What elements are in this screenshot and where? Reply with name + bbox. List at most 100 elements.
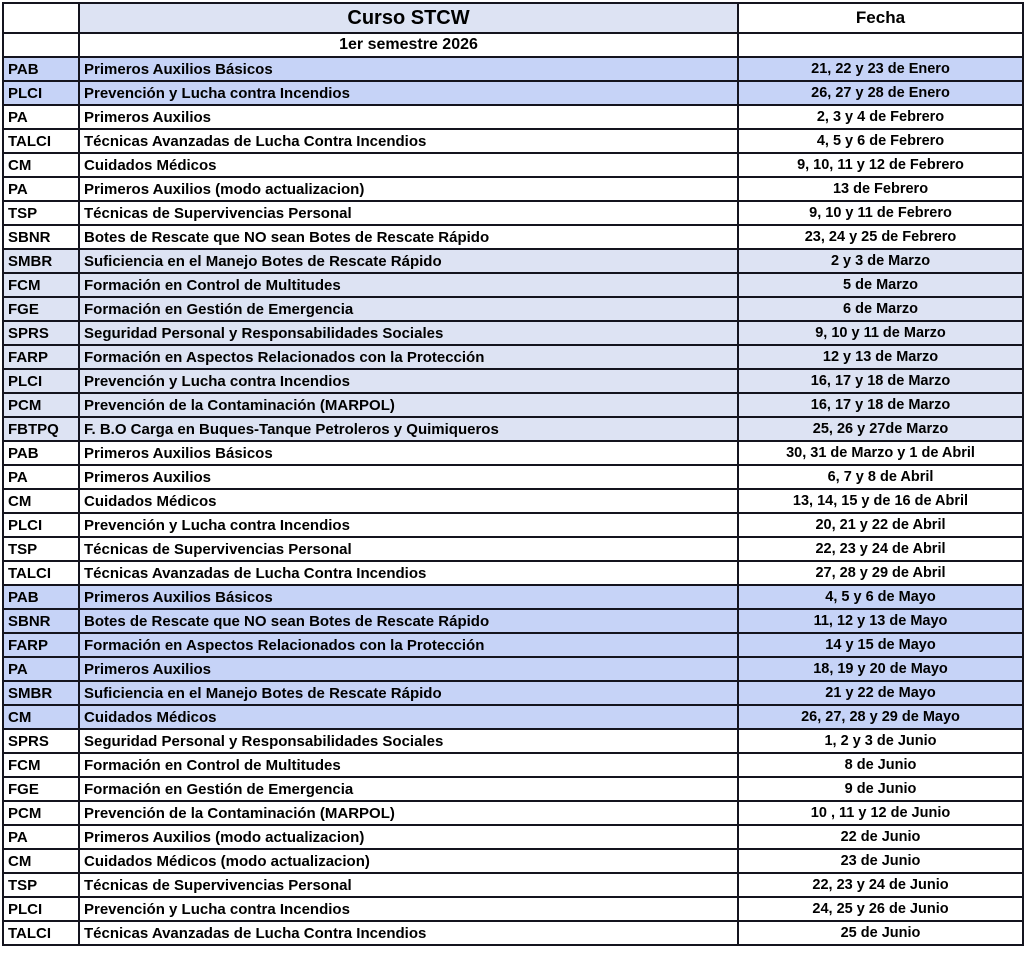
course-date-cell: 26, 27 y 28 de Enero xyxy=(737,80,1024,106)
course-code-cell: FBTPQ xyxy=(2,416,80,442)
course-code-cell: PAB xyxy=(2,440,80,466)
course-name-cell: Botes de Rescate que NO sean Botes de Re… xyxy=(78,224,739,250)
course-date-cell: 9, 10 y 11 de Marzo xyxy=(737,320,1024,346)
course-date-cell: 16, 17 y 18 de Marzo xyxy=(737,392,1024,418)
course-name-cell: Botes de Rescate que NO sean Botes de Re… xyxy=(78,608,739,634)
course-name-cell: Formación en Gestión de Emergencia xyxy=(78,296,739,322)
table-row: CM Cuidados Médicos 13, 14, 15 y de 16 d… xyxy=(2,488,1024,514)
course-code-cell: PLCI xyxy=(2,512,80,538)
course-code-cell: TSP xyxy=(2,872,80,898)
course-date-cell: 9 de Junio xyxy=(737,776,1024,802)
course-code-cell: SPRS xyxy=(2,728,80,754)
course-name-cell: Primeros Auxilios Básicos xyxy=(78,56,739,82)
course-code-cell: TALCI xyxy=(2,128,80,154)
course-code-cell: PCM xyxy=(2,800,80,826)
table-row: CM Cuidados Médicos (modo actualizacion)… xyxy=(2,848,1024,874)
course-name-cell: Técnicas Avanzadas de Lucha Contra Incen… xyxy=(78,920,739,946)
course-code-cell: FCM xyxy=(2,752,80,778)
course-name-cell: Primeros Auxilios Básicos xyxy=(78,584,739,610)
course-code-cell: FGE xyxy=(2,776,80,802)
course-date-cell: 4, 5 y 6 de Febrero xyxy=(737,128,1024,154)
course-name-cell: Cuidados Médicos (modo actualizacion) xyxy=(78,848,739,874)
course-code-cell: FCM xyxy=(2,272,80,298)
header-row: Curso STCW Fecha xyxy=(2,2,1024,34)
table-row: FARP Formación en Aspectos Relacionados … xyxy=(2,344,1024,370)
course-date-cell: 5 de Marzo xyxy=(737,272,1024,298)
course-name-cell: Suficiencia en el Manejo Botes de Rescat… xyxy=(78,680,739,706)
table-row: SPRS Seguridad Personal y Responsabilida… xyxy=(2,320,1024,346)
table-row: SBNR Botes de Rescate que NO sean Botes … xyxy=(2,608,1024,634)
table-row: SMBR Suficiencia en el Manejo Botes de R… xyxy=(2,248,1024,274)
table-row: PCM Prevención de la Contaminación (MARP… xyxy=(2,800,1024,826)
table-row: TSP Técnicas de Supervivencias Personal … xyxy=(2,872,1024,898)
course-date-cell: 24, 25 y 26 de Junio xyxy=(737,896,1024,922)
course-name-cell: Primeros Auxilios (modo actualizacion) xyxy=(78,176,739,202)
table-row: PA Primeros Auxilios (modo actualizacion… xyxy=(2,824,1024,850)
course-name-cell: Prevención y Lucha contra Incendios xyxy=(78,368,739,394)
course-name-cell: Técnicas de Supervivencias Personal xyxy=(78,536,739,562)
course-name-cell: Formación en Aspectos Relacionados con l… xyxy=(78,632,739,658)
course-date-cell: 10 , 11 y 12 de Junio xyxy=(737,800,1024,826)
table-row: CM Cuidados Médicos 26, 27, 28 y 29 de M… xyxy=(2,704,1024,730)
table-row: TALCI Técnicas Avanzadas de Lucha Contra… xyxy=(2,128,1024,154)
course-name-cell: Seguridad Personal y Responsabilidades S… xyxy=(78,728,739,754)
table-row: PAB Primeros Auxilios Básicos 4, 5 y 6 d… xyxy=(2,584,1024,610)
course-date-cell: 25 de Junio xyxy=(737,920,1024,946)
course-date-cell: 16, 17 y 18 de Marzo xyxy=(737,368,1024,394)
course-date-cell: 14 y 15 de Mayo xyxy=(737,632,1024,658)
course-date-cell: 12 y 13 de Marzo xyxy=(737,344,1024,370)
course-date-cell: 30, 31 de Marzo y 1 de Abril xyxy=(737,440,1024,466)
course-name-cell: Formación en Control de Multitudes xyxy=(78,752,739,778)
course-name-cell: Formación en Aspectos Relacionados con l… xyxy=(78,344,739,370)
course-date-cell: 13 de Febrero xyxy=(737,176,1024,202)
course-code-cell: SMBR xyxy=(2,248,80,274)
semester-row: 1er semestre 2026 xyxy=(2,32,1024,58)
course-code-cell: SBNR xyxy=(2,608,80,634)
course-code-cell: PA xyxy=(2,656,80,682)
course-code-cell: FGE xyxy=(2,296,80,322)
course-code-cell: CM xyxy=(2,848,80,874)
table-row: FCM Formación en Control de Multitudes 8… xyxy=(2,752,1024,778)
course-name-cell: Primeros Auxilios xyxy=(78,104,739,130)
table-row: SBNR Botes de Rescate que NO sean Botes … xyxy=(2,224,1024,250)
course-code-cell: TALCI xyxy=(2,560,80,586)
table-row: PA Primeros Auxilios 18, 19 y 20 de Mayo xyxy=(2,656,1024,682)
course-name-cell: Formación en Control de Multitudes xyxy=(78,272,739,298)
table-row: PA Primeros Auxilios 6, 7 y 8 de Abril xyxy=(2,464,1024,490)
table-row: TALCI Técnicas Avanzadas de Lucha Contra… xyxy=(2,920,1024,946)
course-date-cell: 9, 10, 11 y 12 de Febrero xyxy=(737,152,1024,178)
course-code-cell: PA xyxy=(2,104,80,130)
table-row: TALCI Técnicas Avanzadas de Lucha Contra… xyxy=(2,560,1024,586)
table-row: PLCI Prevención y Lucha contra Incendios… xyxy=(2,80,1024,106)
course-date-cell: 6, 7 y 8 de Abril xyxy=(737,464,1024,490)
course-date-cell: 25, 26 y 27de Marzo xyxy=(737,416,1024,442)
course-date-cell: 9, 10 y 11 de Febrero xyxy=(737,200,1024,226)
table-row: PLCI Prevención y Lucha contra Incendios… xyxy=(2,896,1024,922)
course-code-cell: CM xyxy=(2,488,80,514)
course-code-cell: FARP xyxy=(2,632,80,658)
course-name-cell: Cuidados Médicos xyxy=(78,704,739,730)
table-row: TSP Técnicas de Supervivencias Personal … xyxy=(2,536,1024,562)
table-row: FGE Formación en Gestión de Emergencia 9… xyxy=(2,776,1024,802)
course-name-cell: Prevención y Lucha contra Incendios xyxy=(78,512,739,538)
semester-label: 1er semestre 2026 xyxy=(78,32,739,58)
course-code-cell: PLCI xyxy=(2,368,80,394)
course-name-cell: Prevención y Lucha contra Incendios xyxy=(78,80,739,106)
course-code-cell: PLCI xyxy=(2,80,80,106)
course-date-cell: 21 y 22 de Mayo xyxy=(737,680,1024,706)
course-table-body: PAB Primeros Auxilios Básicos 21, 22 y 2… xyxy=(2,56,1024,946)
course-date-cell: 20, 21 y 22 de Abril xyxy=(737,512,1024,538)
course-column-header: Curso STCW xyxy=(78,2,739,34)
course-code-cell: PCM xyxy=(2,392,80,418)
course-name-cell: Prevención y Lucha contra Incendios xyxy=(78,896,739,922)
table-row: PA Primeros Auxilios 2, 3 y 4 de Febrero xyxy=(2,104,1024,130)
table-row: PLCI Prevención y Lucha contra Incendios… xyxy=(2,512,1024,538)
course-date-cell: 26, 27, 28 y 29 de Mayo xyxy=(737,704,1024,730)
course-name-cell: Primeros Auxilios xyxy=(78,464,739,490)
course-name-cell: Seguridad Personal y Responsabilidades S… xyxy=(78,320,739,346)
course-date-cell: 8 de Junio xyxy=(737,752,1024,778)
course-code-cell: SBNR xyxy=(2,224,80,250)
course-date-cell: 21, 22 y 23 de Enero xyxy=(737,56,1024,82)
